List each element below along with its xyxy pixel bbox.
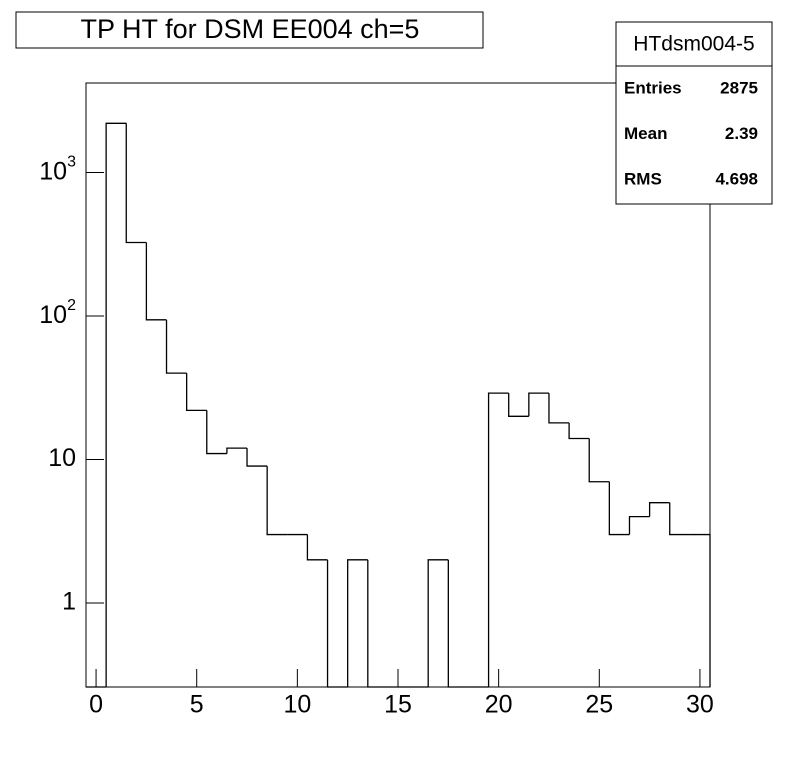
tick-exponent: 2 [67,297,76,314]
bar [246,448,268,467]
bar [326,559,348,688]
stats-box [615,21,773,205]
bar [266,466,288,536]
stats-label: Mean [624,124,667,143]
x-tick-label: 25 [585,691,613,719]
bar [427,559,449,687]
bar [185,373,207,412]
bar [125,123,147,244]
y-tick-label: 10 [48,444,76,472]
y-tick-label: 102 [39,297,76,328]
title-box [15,11,484,49]
bar [487,392,509,687]
x-tick-label: 30 [686,691,714,719]
bar [306,534,328,561]
bar [568,422,590,440]
y-tick-label: 103 [39,154,76,185]
bar [608,481,630,536]
x-tick-label: 10 [283,691,311,719]
bar [226,447,248,454]
bar [669,502,690,536]
stats-value: 4.698 [715,169,758,188]
bar [367,559,388,688]
bar [145,242,167,321]
bar [347,559,368,687]
bar [447,559,469,688]
y-tick-label: 1 [62,588,76,616]
x-tick-label: 15 [384,691,412,719]
x-tick-label: 5 [190,691,204,719]
x-tick-label: 0 [89,691,103,719]
chart-title: TP HT for DSM EE004 ch=5 [81,14,420,44]
bar [105,122,127,687]
bar [648,502,670,517]
bar [206,410,227,455]
bar [689,533,711,687]
bar [548,393,570,424]
tick-exponent: 3 [67,154,76,171]
bar [165,319,187,374]
stats-value: 2.39 [725,124,758,143]
bar [508,393,529,417]
stats-label: RMS [624,169,662,188]
tick-base: 10 [39,157,67,185]
bar [628,515,650,535]
tick-base: 10 [39,301,67,329]
bar [588,438,610,483]
bar [528,392,549,417]
stats-value: 2875 [720,78,758,97]
stats-label: Entries [624,78,682,97]
x-tick-label: 20 [485,691,513,719]
stats-name: HTdsm004-5 [633,33,754,56]
